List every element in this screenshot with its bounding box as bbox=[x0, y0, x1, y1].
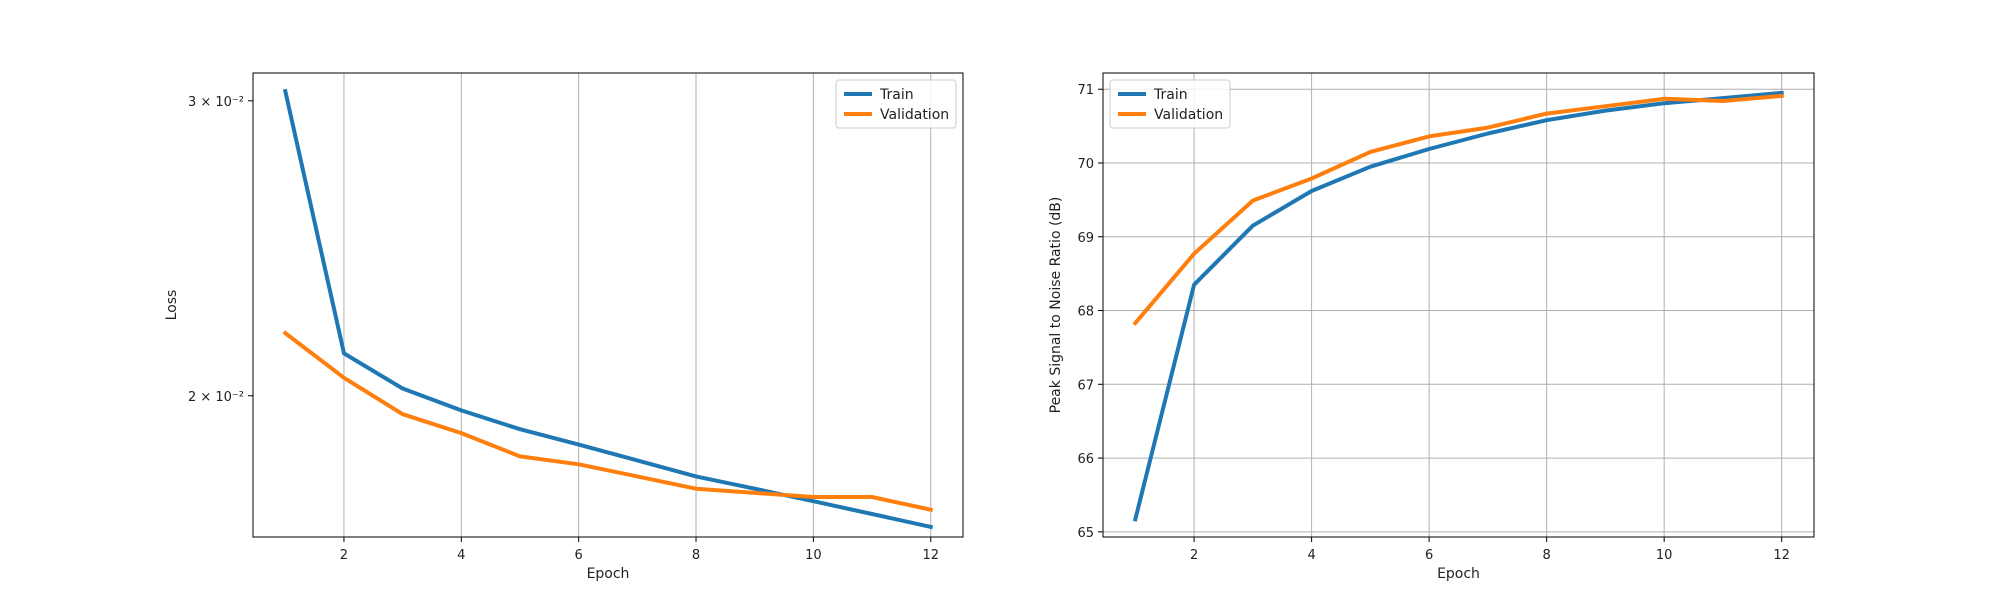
x-tick-label: 6 bbox=[1425, 548, 1433, 563]
x-tick-label: 10 bbox=[805, 548, 822, 563]
plot-frame bbox=[1102, 72, 1815, 538]
x-tick-label: 4 bbox=[457, 548, 465, 563]
legend-label-validation: Validation bbox=[880, 107, 949, 123]
y-tick-label: 66 bbox=[1077, 452, 1094, 467]
y-axis-label: Loss bbox=[164, 290, 180, 321]
x-tick-label: 12 bbox=[922, 548, 939, 563]
y-tick-label: 65 bbox=[1077, 526, 1094, 541]
plot-frame bbox=[252, 72, 964, 538]
x-tick-label: 4 bbox=[1307, 548, 1315, 563]
series-line-validation bbox=[282, 330, 934, 513]
y-tick-label: 67 bbox=[1077, 378, 1094, 393]
legend-label-train: Train bbox=[879, 87, 914, 103]
series-line-train bbox=[1132, 90, 1784, 522]
y-tick-label: 68 bbox=[1077, 305, 1094, 320]
y-tick-label: 2 × 10⁻² bbox=[188, 390, 244, 405]
x-tick-label: 6 bbox=[575, 548, 583, 563]
legend: Train Validation bbox=[1109, 79, 1231, 129]
x-tick-label: 10 bbox=[1656, 548, 1673, 563]
x-tick-label: 2 bbox=[1190, 548, 1198, 563]
x-tick-label: 8 bbox=[692, 548, 700, 563]
legend: Train Validation bbox=[835, 79, 957, 129]
x-axis-label: Epoch bbox=[1437, 566, 1480, 582]
chart-1: 2 4 6 8 10 12 3 × 10⁻² 2 × 10⁻² Epoch Loss Train Va… bbox=[164, 72, 964, 582]
y-tick-label: 3 × 10⁻² bbox=[188, 95, 244, 110]
x-axis-label: Epoch bbox=[587, 566, 630, 582]
x-tick-label: 8 bbox=[1542, 548, 1550, 563]
x-tick-label: 12 bbox=[1773, 548, 1790, 563]
y-axis-label: Peak Signal to Noise Ratio (dB) bbox=[1048, 197, 1064, 414]
legend-label-train: Train bbox=[1153, 87, 1188, 103]
series-line-train bbox=[282, 88, 934, 530]
legend-label-validation: Validation bbox=[1154, 107, 1223, 123]
x-tick-label: 2 bbox=[340, 548, 348, 563]
y-tick-label: 71 bbox=[1077, 83, 1094, 98]
series-line-validation bbox=[1132, 93, 1784, 326]
y-tick-label: 69 bbox=[1077, 231, 1094, 246]
y-tick-label: 70 bbox=[1077, 157, 1094, 172]
